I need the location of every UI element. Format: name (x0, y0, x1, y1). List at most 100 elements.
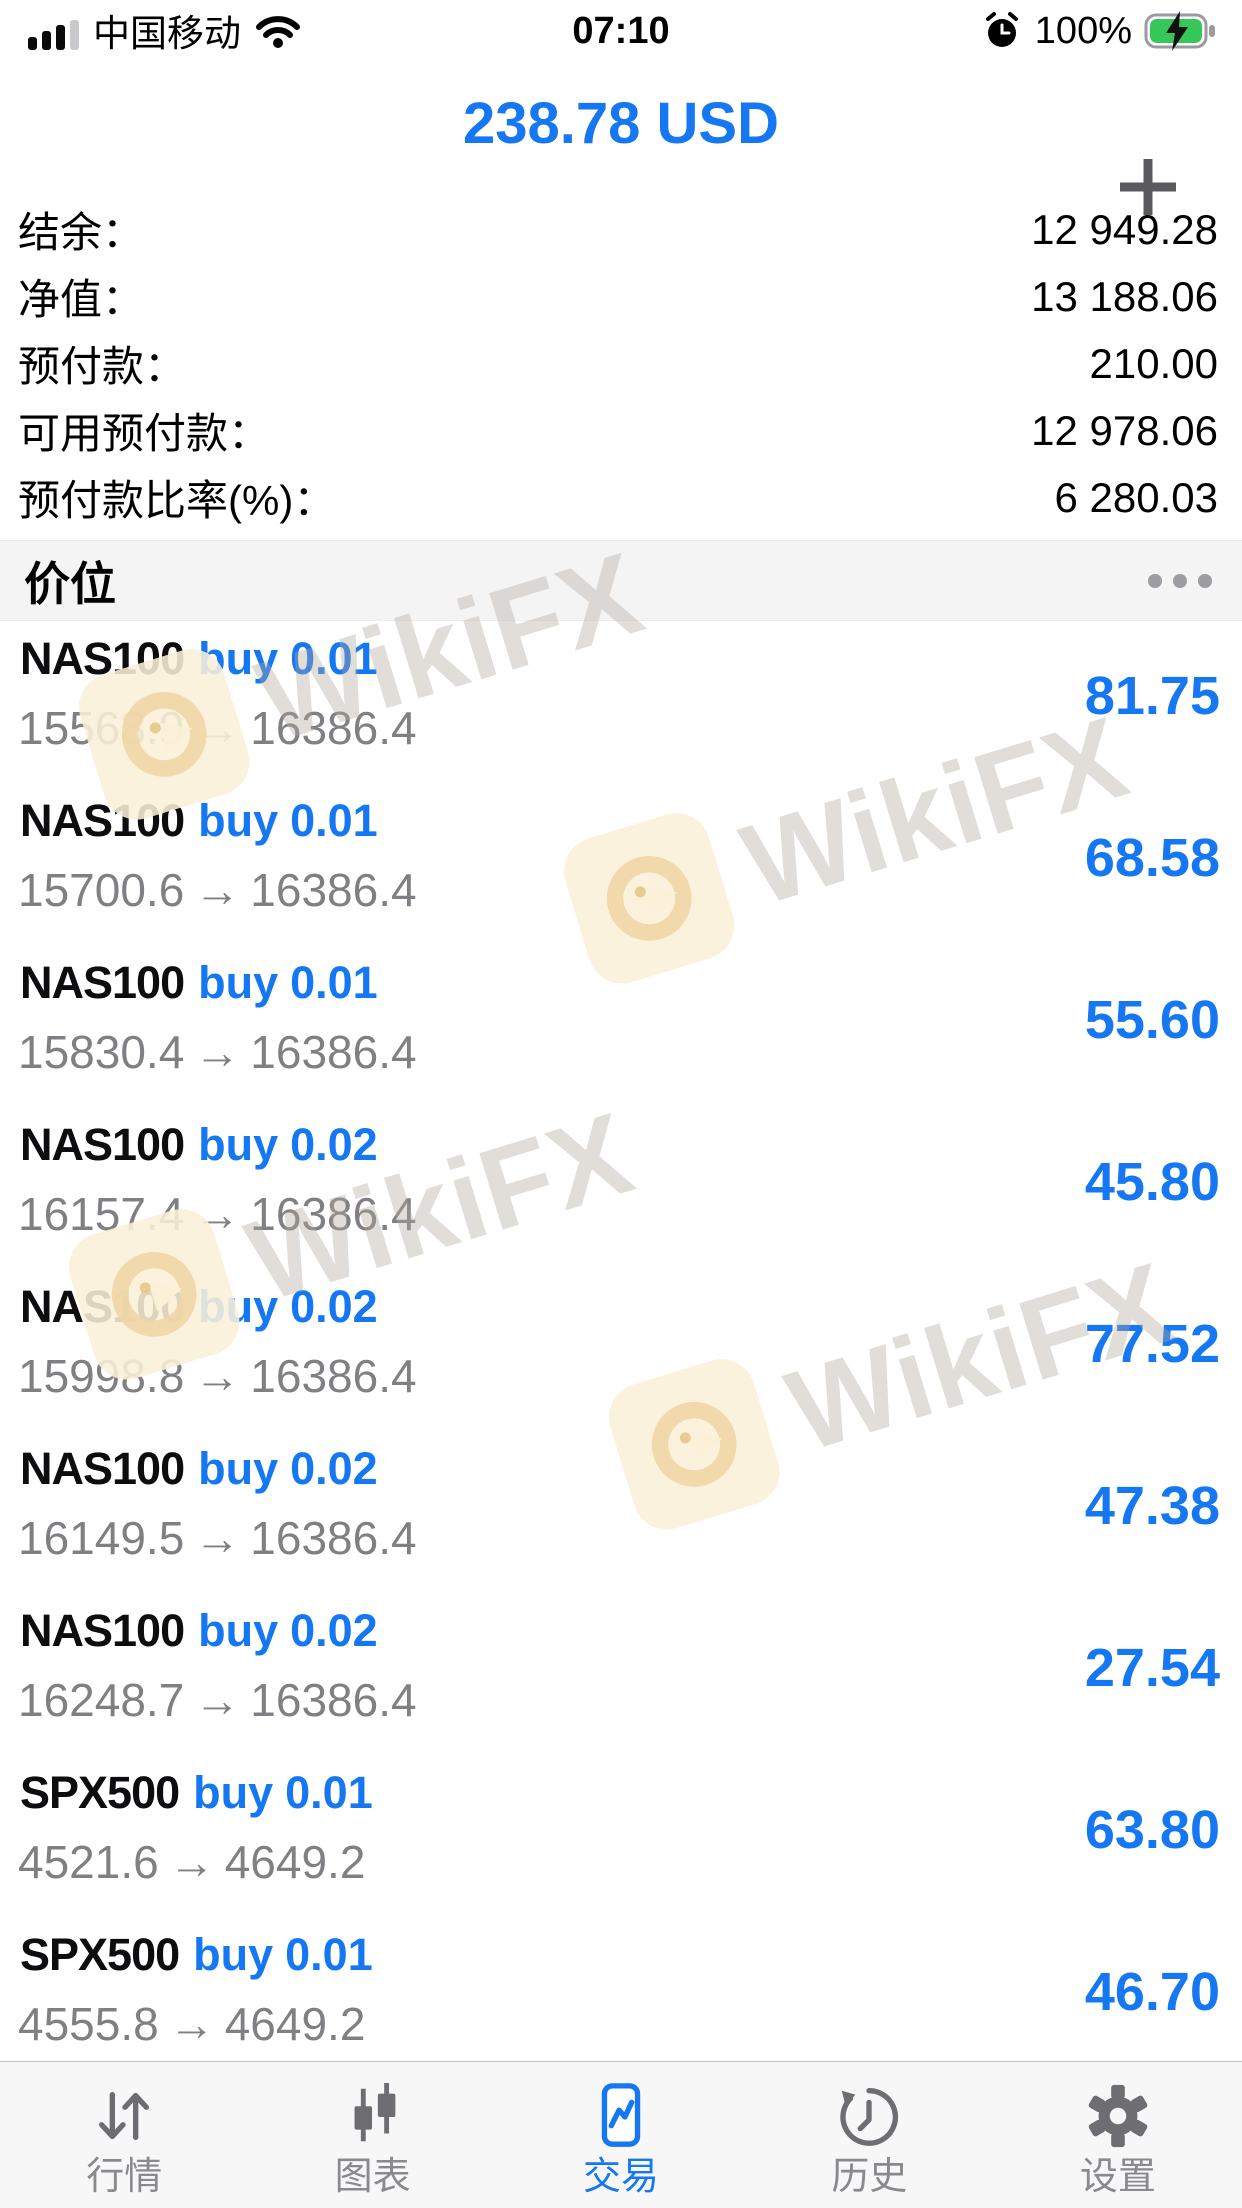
current-price: 4649.2 (224, 1998, 366, 2050)
arrow-glyph: → (194, 702, 241, 754)
tab-quotes[interactable]: 行情 (0, 2062, 248, 2208)
arrow-glyph: → (168, 1998, 215, 2050)
position-row[interactable]: NAS100 buy 0.01 15568.9 → 16386.4 81.75 (0, 621, 1242, 783)
volume-label: 0.01 (290, 957, 378, 1008)
summary-label: 预付款比率(%)： (18, 477, 336, 524)
symbol-label: NAS100 (20, 1119, 185, 1170)
status-bar: 中国移动 07:10 100% (0, 0, 1242, 62)
tab-label: 图表 (334, 2156, 411, 2198)
open-price: 15830.4 (18, 1026, 185, 1078)
position-row[interactable]: NAS100 buy 0.02 16149.5 → 16386.4 47.38 (0, 1431, 1242, 1593)
position-row[interactable]: NAS100 buy 0.02 16157.4 → 16386.4 45.80 (0, 1107, 1242, 1269)
volume-label: 0.02 (290, 1443, 378, 1494)
current-price: 16386.4 (250, 1350, 417, 1402)
position-row[interactable]: NAS100 buy 0.02 15998.8 → 16386.4 77.52 (0, 1269, 1242, 1431)
profit-value: 68.58 (1084, 827, 1220, 888)
bottom-tab-bar: 行情 图表 交易 历史 (0, 2061, 1242, 2208)
clock-time: 07:10 (572, 9, 670, 52)
side-label: buy (198, 795, 279, 846)
summary-value: 6 280.03 (1054, 473, 1219, 521)
summary-label: 可用预付款： (18, 410, 271, 457)
tab-label: 交易 (583, 2156, 660, 2198)
arrow-glyph: → (194, 864, 241, 916)
open-price: 4555.8 (18, 1998, 159, 2050)
current-price: 16386.4 (250, 1674, 417, 1726)
position-row[interactable]: NAS100 buy 0.02 16248.7 → 16386.4 27.54 (0, 1593, 1242, 1755)
volume-label: 0.02 (290, 1119, 378, 1170)
position-row[interactable]: NAS100 buy 0.01 15830.4 → 16386.4 55.60 (0, 945, 1242, 1107)
summary-row-margin-level: 预付款比率(%)： 6 280.03 (0, 464, 1242, 531)
summary-row-balance: 结余： 12 949.28 (0, 196, 1242, 263)
more-menu-icon[interactable] (1148, 573, 1212, 588)
arrow-glyph: → (194, 1188, 241, 1240)
volume-label: 0.02 (290, 1281, 378, 1332)
profit-value: 45.80 (1084, 1151, 1220, 1212)
account-header: 238.78 USD (0, 62, 1242, 215)
arrow-glyph: → (194, 1026, 241, 1078)
current-price: 16386.4 (250, 702, 417, 754)
summary-value: 13 188.06 (1031, 272, 1218, 320)
gear-icon (1088, 2084, 1148, 2148)
profit-value: 77.52 (1084, 1313, 1220, 1374)
side-label: buy (198, 1119, 279, 1170)
side-label: buy (198, 957, 279, 1008)
battery-percent-label: 100% (1034, 9, 1132, 52)
arrow-glyph: → (168, 1836, 215, 1888)
symbol-label: NAS100 (20, 957, 185, 1008)
symbol-label: NAS100 (20, 795, 185, 846)
symbol-label: NAS100 (20, 1443, 185, 1494)
wifi-icon (256, 16, 300, 48)
carrier-label: 中国移动 (93, 13, 241, 54)
summary-value: 210.00 (1089, 339, 1218, 387)
profit-value: 27.54 (1084, 1637, 1220, 1698)
updown-arrows-icon (99, 2091, 150, 2141)
volume-label: 0.01 (285, 1929, 373, 1980)
open-price: 16149.5 (18, 1512, 185, 1564)
open-price: 16157.4 (18, 1188, 185, 1240)
tab-label: 行情 (86, 2156, 163, 2198)
side-label: buy (198, 1605, 279, 1656)
open-price: 15700.6 (18, 864, 185, 916)
position-row[interactable]: NAS100 buy 0.01 15700.6 → 16386.4 68.58 (0, 783, 1242, 945)
current-price: 16386.4 (250, 864, 417, 916)
tab-label: 设置 (1079, 2156, 1156, 2198)
history-clock-icon (840, 2088, 899, 2146)
side-label: buy (193, 1929, 274, 1980)
summary-label: 预付款： (18, 343, 187, 390)
floating-pl-amount: 238.78 USD (463, 91, 779, 156)
candlestick-icon (354, 2082, 395, 2142)
open-price: 16248.7 (18, 1674, 185, 1726)
trade-chart-icon (601, 2083, 641, 2147)
tab-trade[interactable]: 交易 (497, 2062, 745, 2208)
profit-value: 81.75 (1084, 665, 1220, 726)
tab-history[interactable]: 历史 (745, 2062, 993, 2208)
profit-value: 47.38 (1084, 1475, 1220, 1536)
volume-label: 0.02 (290, 1605, 378, 1656)
positions-list: NAS100 buy 0.01 15568.9 → 16386.4 81.75 NAS1… (0, 621, 1242, 2079)
profit-value: 55.60 (1084, 989, 1220, 1050)
arrow-glyph: → (194, 1512, 241, 1564)
profit-value: 46.70 (1084, 1961, 1220, 2022)
arrow-glyph: → (194, 1350, 241, 1402)
account-summary: 结余： 12 949.28 净值： 13 188.06 预付款： 210.00 … (0, 178, 1242, 531)
tab-label: 历史 (831, 2156, 908, 2198)
add-order-button[interactable] (1112, 151, 1184, 223)
summary-label: 结余： (18, 209, 145, 256)
section-title: 价位 (24, 557, 116, 610)
position-row[interactable]: SPX500 buy 0.01 4521.6 → 4649.2 63.80 (0, 1755, 1242, 1917)
volume-label: 0.01 (285, 1767, 373, 1818)
current-price: 4649.2 (224, 1836, 366, 1888)
summary-row-equity: 净值： 13 188.06 (0, 263, 1242, 330)
summary-row-free-margin: 可用预付款： 12 978.06 (0, 397, 1242, 464)
current-price: 16386.4 (250, 1512, 417, 1564)
open-price: 4521.6 (18, 1836, 159, 1888)
side-label: buy (198, 1443, 279, 1494)
tab-settings[interactable]: 设置 (994, 2062, 1242, 2208)
volume-label: 0.01 (290, 633, 378, 684)
side-label: buy (193, 1767, 274, 1818)
open-price: 15568.9 (18, 702, 185, 754)
tab-charts[interactable]: 图表 (248, 2062, 496, 2208)
position-row[interactable]: SPX500 buy 0.01 4555.8 → 4649.2 46.70 (0, 1917, 1242, 2079)
summary-label: 净值： (18, 276, 145, 323)
symbol-label: NAS100 (20, 1281, 185, 1332)
